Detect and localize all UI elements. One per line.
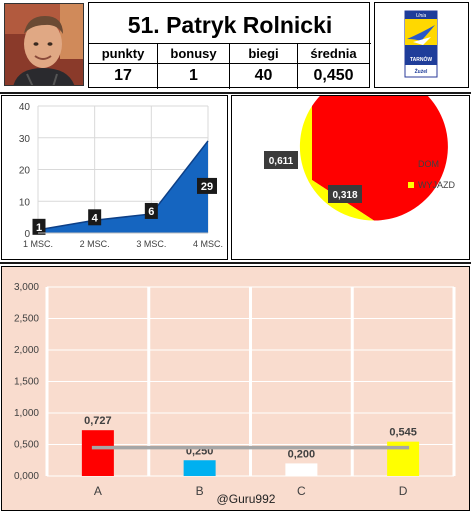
- pie-label-box: [264, 151, 298, 169]
- bar-a: [81, 430, 114, 476]
- x-tick-label: 2 MSC.: [80, 239, 110, 249]
- pie-data-label: 0,318: [332, 190, 357, 201]
- data-label-box: [144, 202, 158, 219]
- stat-label: biegi: [230, 43, 297, 64]
- y-tick-label: 2,000: [14, 345, 39, 356]
- club-logo: Unia TARNÓW Żużel: [404, 10, 438, 78]
- player-photo: [4, 3, 84, 86]
- logo-text-unia: Unia: [416, 13, 427, 19]
- legend-label-wyjazd: WYJAZD: [418, 180, 455, 190]
- stat-punkty: punkty 17: [89, 43, 158, 89]
- legend-swatch-wyjazd: [408, 182, 414, 188]
- stat-biegi: biegi 40: [230, 43, 298, 89]
- x-tick-label: C: [297, 484, 306, 498]
- stat-value: 40: [254, 67, 273, 84]
- bar-value-label: 0,200: [288, 448, 316, 460]
- player-title: 51. Patryk Rolnicki: [89, 6, 371, 44]
- stat-value: 0,450: [313, 67, 354, 84]
- divider: [0, 262, 471, 264]
- data-label: 1: [36, 222, 42, 234]
- stat-label: punkty: [89, 43, 157, 64]
- stat-label: średnia: [298, 43, 369, 64]
- y-tick-label: 2,500: [14, 314, 39, 325]
- data-label-box: [197, 177, 217, 194]
- y-tick-label: 20: [19, 166, 31, 177]
- data-label-box: [88, 209, 102, 226]
- y-tick-label: 30: [19, 134, 31, 145]
- bar-value-label: 0,545: [389, 427, 417, 439]
- stat-bonusy: bonusy 1: [158, 43, 230, 89]
- watermark: @Guru992: [217, 492, 276, 506]
- bar-b: [183, 460, 216, 476]
- y-tick-label: 3,000: [14, 282, 39, 293]
- divider: [0, 92, 471, 94]
- data-label: 6: [148, 206, 154, 218]
- area-chart-svg: 0 10 20 30 40 1 4 6 29 1 MSC. 2 MSC. 3 MSC. 4 MSC.: [19, 102, 223, 249]
- pie-label-box: [328, 185, 362, 203]
- area-series-line: [37, 140, 209, 231]
- y-tick-label: 0,500: [14, 440, 39, 451]
- pie-data-label: 0,611: [269, 156, 294, 167]
- x-tick-label: 4 MSC.: [193, 239, 223, 249]
- stat-label: bonusy: [158, 43, 229, 64]
- club-logo-box: Unia TARNÓW Żużel: [374, 2, 469, 88]
- logo-text-tarnow: TARNÓW: [410, 55, 432, 63]
- player-info-box: 51. Patryk Rolnicki punkty 17 bonusy 1 b…: [88, 2, 371, 89]
- player-header: 51. Patryk Rolnicki punkty 17 bonusy 1 b…: [0, 0, 471, 92]
- bar-value-label: 0,727: [84, 415, 112, 427]
- bar-c: [285, 463, 318, 476]
- y-tick-label: 1,500: [14, 377, 39, 388]
- data-label-box: [32, 218, 46, 235]
- y-tick-label: 40: [19, 102, 31, 113]
- y-tick-label: 10: [19, 197, 31, 208]
- stat-value: 1: [189, 67, 198, 84]
- area-series: [38, 140, 208, 233]
- data-label: 29: [201, 181, 213, 193]
- data-label: 4: [92, 212, 99, 224]
- y-tick-label: 0,000: [14, 471, 39, 482]
- stat-value: 17: [114, 67, 132, 84]
- average-bar-chart: 0,000 0,500 1,000 1,500 2,000 2,500 3,000 0,727…: [1, 266, 470, 511]
- x-tick-label: 3 MSC.: [136, 239, 166, 249]
- home-away-pie-chart: 0,611 0,318 DOM WYJAZD: [231, 72, 470, 260]
- legend-label-dom: DOM: [418, 159, 439, 169]
- stat-srednia: średnia 0,450: [298, 43, 369, 89]
- player-portrait-image: [5, 4, 83, 85]
- legend-swatch-dom: [408, 161, 414, 167]
- y-tick-label: 1,000: [14, 408, 39, 419]
- y-tick-label: 0: [24, 229, 30, 240]
- x-tick-label: 1 MSC.: [23, 239, 53, 249]
- bar-chart-svg: 0,000 0,500 1,000 1,500 2,000 2,500 3,000 0,727…: [14, 282, 456, 506]
- logo-text-zuzel: Żużel: [415, 68, 428, 75]
- x-tick-label: D: [399, 484, 408, 498]
- pie-chart-svg: 0,611 0,318 DOM WYJAZD: [264, 72, 455, 221]
- pie-slice-wyjazd: [299, 106, 374, 221]
- position-area-chart: 0 10 20 30 40 1 4 6 29 1 MSC. 2 MSC. 3 MSC. 4 MSC.: [1, 95, 228, 260]
- x-tick-label: A: [94, 484, 102, 498]
- x-tick-label: B: [196, 484, 204, 498]
